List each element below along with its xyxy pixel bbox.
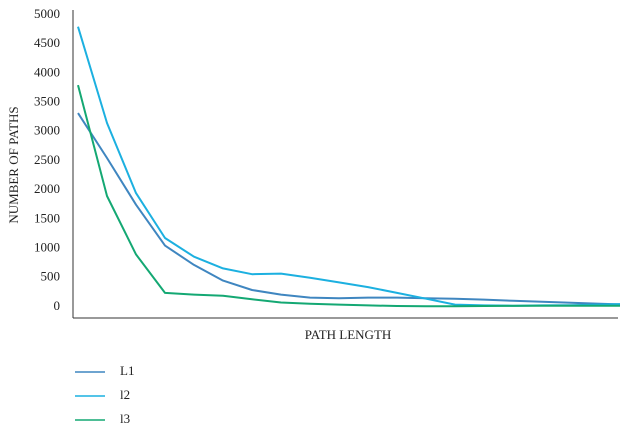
y-tick-label: 3500 xyxy=(34,94,60,109)
series-line xyxy=(77,26,620,307)
y-tick-label: 2000 xyxy=(34,181,60,196)
legend-label: l2 xyxy=(120,387,130,402)
y-tick-label: 4500 xyxy=(34,35,60,50)
y-tick-label: 2500 xyxy=(34,152,60,167)
y-tick-label: 1500 xyxy=(34,210,60,225)
y-tick-label: 3000 xyxy=(34,123,60,138)
series-line xyxy=(77,84,620,308)
y-axis-label: NUMBER OF PATHS xyxy=(6,106,21,223)
y-tick-label: 5000 xyxy=(34,6,60,21)
legend-label: l3 xyxy=(120,411,130,426)
y-tick-label: 0 xyxy=(54,298,61,313)
series-line xyxy=(77,112,620,306)
y-tick-label: 4000 xyxy=(34,64,60,79)
x-axis-label: PATH LENGTH xyxy=(305,327,392,342)
legend-label: L1 xyxy=(120,363,134,378)
y-tick-label: 1000 xyxy=(34,240,60,255)
y-tick-label: 500 xyxy=(41,269,61,284)
